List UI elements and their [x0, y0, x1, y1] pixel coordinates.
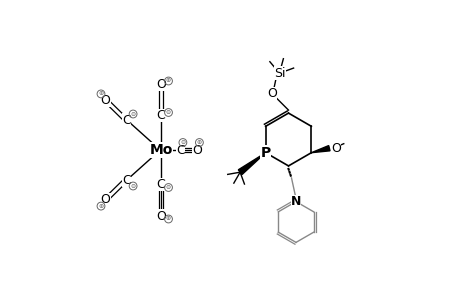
Text: O: O	[330, 142, 340, 155]
Text: C: C	[156, 178, 165, 191]
Text: Mo: Mo	[149, 143, 172, 157]
Text: C: C	[122, 113, 131, 127]
Text: C: C	[176, 143, 185, 157]
Text: Si: Si	[273, 67, 285, 80]
Text: N: N	[290, 195, 301, 208]
Text: ⊖: ⊖	[180, 140, 185, 145]
Text: ⊕: ⊕	[98, 204, 103, 208]
Text: ⊖: ⊖	[130, 112, 135, 116]
Text: ⊕: ⊕	[196, 140, 202, 145]
Text: ⊕: ⊕	[98, 92, 103, 96]
Text: O: O	[267, 87, 276, 100]
Text: O: O	[101, 193, 110, 206]
Text: ⊖: ⊖	[166, 110, 171, 115]
Text: ⊕: ⊕	[166, 79, 171, 83]
Polygon shape	[311, 146, 329, 153]
Text: C: C	[156, 109, 165, 122]
Text: O: O	[192, 143, 202, 157]
Polygon shape	[238, 153, 265, 175]
Text: P: P	[260, 146, 270, 160]
Text: ⊕: ⊕	[166, 217, 171, 221]
Text: O: O	[156, 77, 166, 91]
Text: O: O	[101, 94, 110, 107]
Text: O: O	[156, 209, 166, 223]
Text: C: C	[122, 173, 131, 187]
Text: ⊖: ⊖	[166, 185, 171, 190]
Text: ⊖: ⊖	[130, 184, 135, 188]
